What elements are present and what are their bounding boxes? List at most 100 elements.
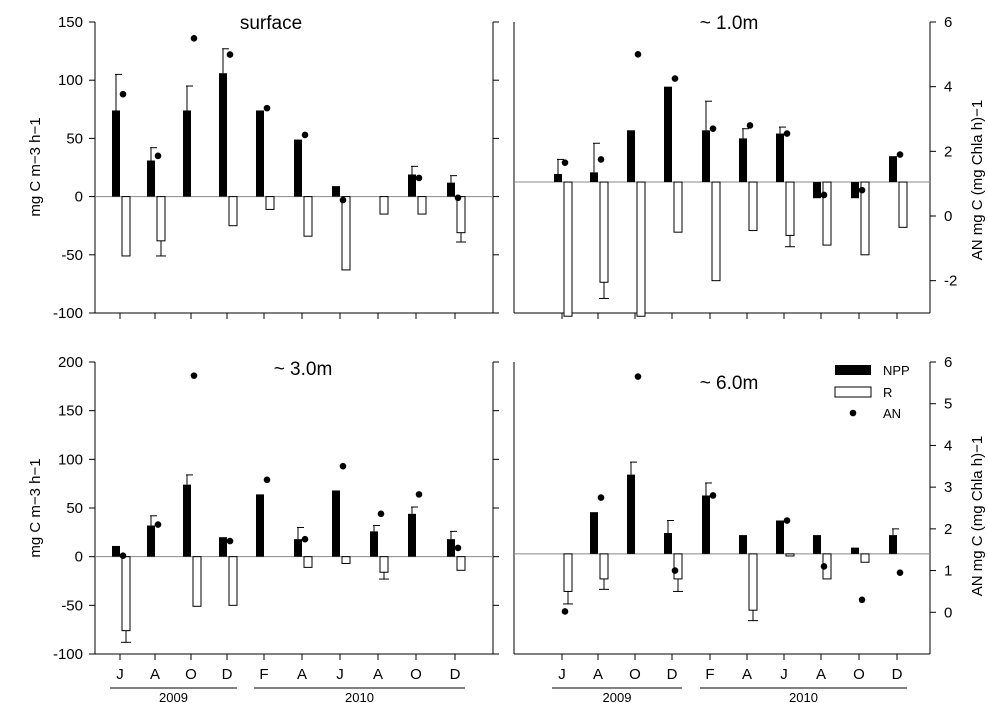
panel-4-xtick-label: A: [593, 666, 603, 683]
panel-2-npp-bar: [739, 138, 747, 183]
panel-2-r-bar: [599, 181, 609, 283]
panel-4-npp-bar: [627, 474, 635, 554]
panel-3-r-bar: [456, 556, 466, 571]
year-group-label: 2009: [603, 690, 632, 703]
panel-1-npp-bar: [408, 174, 416, 197]
panel-4-xtick-label: F: [705, 666, 714, 683]
panel-1-npp-bar: [147, 160, 155, 197]
year-group-label: 2010: [789, 690, 818, 703]
panel-2-r-bar: [898, 181, 908, 228]
panel-3-ytick-label: -50: [61, 597, 83, 614]
panel-3-ytick-label: 0: [75, 549, 83, 566]
panel-2-an-point: [709, 125, 717, 132]
panel-1-an-point: [301, 131, 309, 139]
panel-4-r-bar: [599, 553, 609, 580]
panel-1-r-bar: [265, 196, 275, 210]
panel-1-ytick-label: 0: [75, 189, 83, 206]
panel-3-npp-bar: [219, 537, 227, 557]
panel-3-ytick-label: 200: [58, 354, 83, 371]
panel-3-r-bar: [228, 556, 238, 606]
panel-4-right-ytick-label: 3: [944, 479, 952, 496]
panel-2-r-bar: [785, 181, 795, 236]
panel-1-ytick-label: -50: [61, 247, 83, 264]
panel-2-an-point: [746, 122, 754, 129]
panel-4-xtick-label: J: [558, 666, 566, 683]
panel-3-an-point: [454, 544, 462, 552]
panel-2-npp-bar: [664, 86, 672, 183]
panel-4-npp-bar: [813, 535, 821, 554]
panel-3-ytick-label: 100: [58, 451, 83, 468]
panel-3-an-point: [226, 537, 234, 545]
panel-3-xtick-label: D: [222, 666, 233, 683]
panel-4-an-point: [783, 517, 791, 524]
panel-4-xtick-label: A: [742, 666, 752, 683]
panel-3-npp-bar: [294, 539, 302, 557]
panel-3-xtick-label: J: [336, 666, 344, 683]
panel-2-an-point: [820, 191, 828, 199]
panel-2-an-point: [783, 130, 791, 137]
panel-4-an-point: [820, 563, 828, 570]
panel-2-r-bar: [673, 181, 683, 233]
panel-2-r-bar: [860, 181, 870, 256]
panel-4-npp-bar: [851, 547, 859, 554]
panel-1-ytick-label: -100: [53, 305, 83, 322]
panel-3-npp-bar: [256, 494, 264, 557]
legend-npp-swatch: [835, 365, 871, 375]
panel-3-ytick-label: -100: [53, 646, 83, 663]
panel-3-xtick-label: J: [116, 666, 124, 683]
panel-4-npp-bar: [889, 535, 897, 554]
panel-3-npp-bar: [370, 531, 378, 557]
panel-1-npp-bar: [294, 139, 302, 197]
panel-4-right-ytick-label: 0: [944, 604, 952, 621]
panel-2-an-point: [561, 159, 569, 166]
panel-2-right-ytick-label: 6: [944, 14, 952, 31]
panel-1-title: surface: [240, 13, 302, 34]
panel-1-an-point: [454, 194, 462, 202]
panel-3-r-bar: [379, 556, 389, 573]
panel-1-r-bar: [456, 196, 466, 234]
panel-4-r-bar: [673, 553, 683, 580]
panel-1-r-bar: [341, 196, 351, 271]
panel-1-ytick-label: 150: [58, 14, 83, 31]
panel-4-xtick-label: D: [892, 666, 903, 683]
panel-1-npp-bar: [219, 73, 227, 197]
panel-4-npp-bar: [702, 495, 710, 554]
panel-2-npp-bar: [702, 130, 710, 183]
panel-3-an-point: [190, 372, 198, 379]
panel-3-npp-bar: [408, 513, 416, 557]
panel-2-r-bar: [822, 181, 832, 246]
panel-1-ytick-label: 100: [58, 72, 83, 89]
panel-1-npp-bar: [183, 110, 191, 197]
legend-an-marker: [849, 409, 857, 417]
panel-3-an-point: [119, 552, 127, 559]
panel-4-npp-bar: [739, 535, 747, 554]
panel-1-npp-bar: [447, 182, 455, 197]
panel-1-an-point: [190, 34, 198, 42]
panel-1-npp-bar: [256, 110, 264, 197]
panel-1-ytick-label: 50: [66, 130, 83, 147]
panel-2-right-ytick-label: 2: [944, 143, 952, 160]
panel-2-an-point: [858, 186, 866, 194]
right-axis-title-bottom: AN mg C (mg Chla h)−1: [969, 436, 986, 596]
panel-1-r-bar: [379, 196, 389, 215]
legend-an-label: AN: [883, 406, 901, 421]
year-group-label: 2009: [159, 690, 188, 703]
panel-2-an-point: [671, 75, 679, 82]
panel-3-an-point: [301, 535, 309, 543]
panel-2-npp-bar: [889, 156, 897, 183]
panel-4-an-point: [634, 373, 642, 380]
panel-3-r-bar: [192, 556, 202, 607]
panel-2-r-bar: [748, 181, 758, 232]
panel-1-npp-bar: [112, 110, 120, 197]
panel-4-r-bar: [860, 553, 870, 563]
panel-2-npp-bar: [776, 133, 784, 183]
panel-3-npp-bar: [447, 539, 455, 557]
panel-3-xtick-label: O: [410, 666, 422, 683]
panel-3-an-point: [154, 521, 162, 528]
panel-1-an-point: [339, 196, 347, 204]
year-group-label: 2010: [345, 690, 374, 703]
legend-npp-label: NPP: [883, 363, 910, 378]
panel-4-right-ytick-label: 2: [944, 521, 952, 538]
panel-2-npp-bar: [590, 172, 598, 183]
panel-4-npp-bar: [776, 520, 784, 554]
